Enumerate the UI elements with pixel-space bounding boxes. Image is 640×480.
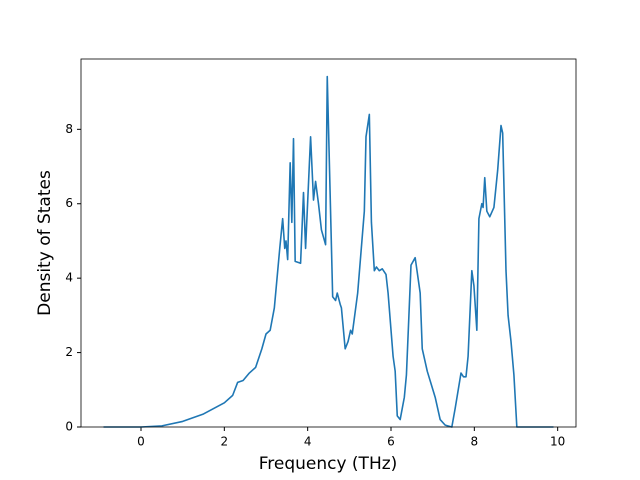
x-axis-label: Frequency (THz): [259, 454, 398, 474]
y-tick-label: 0: [65, 420, 73, 434]
x-tick-label: 4: [304, 435, 312, 449]
y-tick-label: 2: [65, 345, 73, 359]
y-tick-label: 8: [65, 122, 73, 136]
y-tick-label: 6: [65, 196, 73, 210]
x-tick-label: 8: [471, 435, 479, 449]
line: [103, 75, 554, 428]
x-tick-label: 6: [387, 435, 395, 449]
y-tick-label: 4: [65, 271, 73, 285]
x-tick-label: 10: [550, 435, 565, 449]
x-tick-label: 2: [221, 435, 229, 449]
y-axis-label: Density of States: [35, 170, 55, 316]
x-tick-label: 0: [137, 435, 145, 449]
plot-frame: [80, 58, 577, 428]
